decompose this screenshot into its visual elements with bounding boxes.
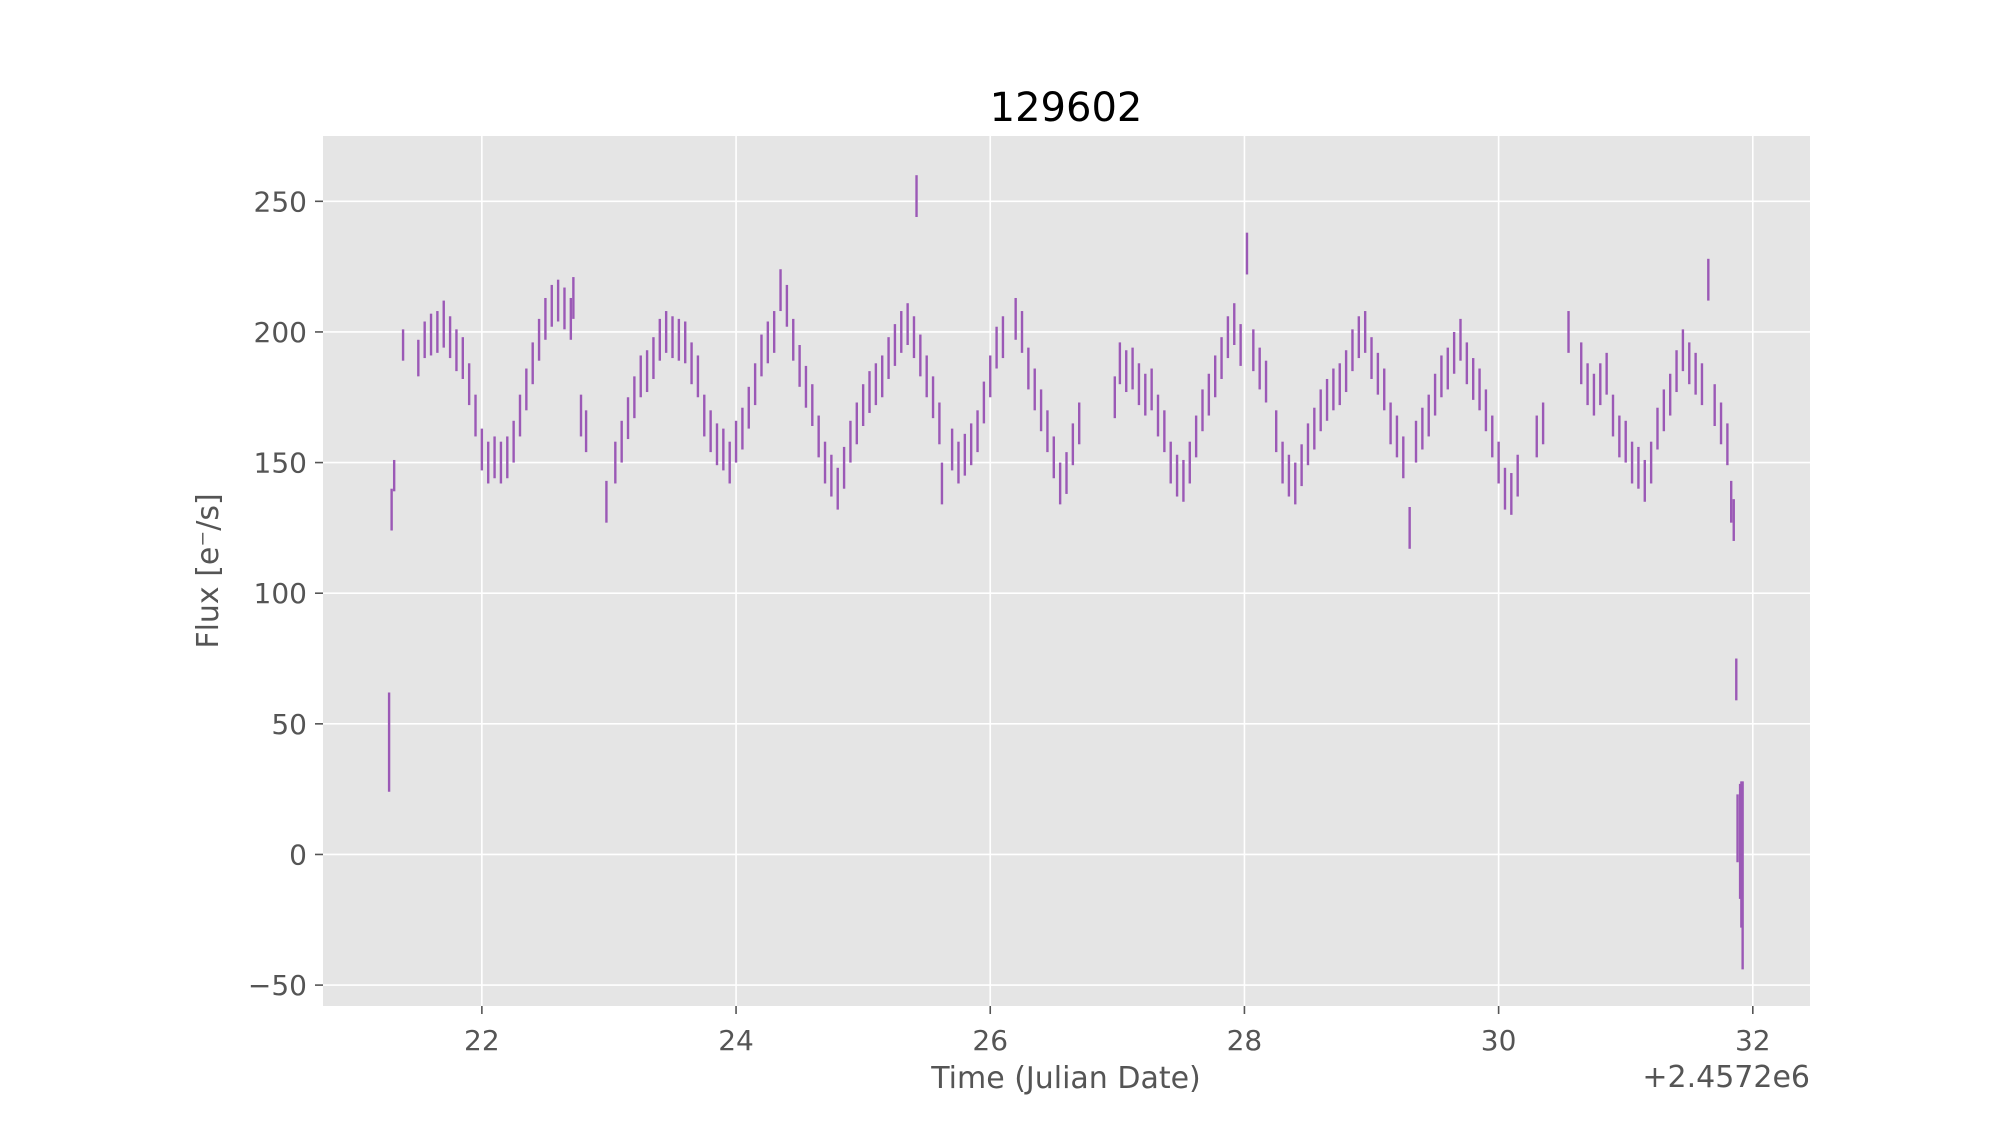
y-tick-label: 100: [254, 577, 307, 610]
y-tick-label: 200: [254, 316, 307, 349]
y-tick-label: 150: [254, 447, 307, 480]
y-tick-label: −50: [248, 969, 307, 1002]
x-tick-label: 32: [1735, 1024, 1771, 1057]
chart-title: 129602: [990, 85, 1143, 131]
x-axis: 22 24 26 28 30 32: [464, 1006, 1771, 1057]
x-offset-label: +2.4572e6: [1642, 1060, 1810, 1095]
x-tick-label: 24: [718, 1024, 754, 1057]
data-series: [387, 175, 1744, 970]
y-axis: −50 0 50 100 150 200 250: [248, 185, 323, 1002]
x-tick-label: 30: [1481, 1024, 1517, 1057]
x-tick-label: 22: [464, 1024, 500, 1057]
y-tick-label: 0: [289, 838, 307, 871]
y-tick-label: 250: [254, 185, 307, 218]
y-axis-label: Flux [e⁻/s]: [191, 493, 226, 648]
x-tick-label: 28: [1227, 1024, 1263, 1057]
x-tick-label: 26: [972, 1024, 1008, 1057]
x-axis-label: Time (Julian Date): [930, 1061, 1201, 1096]
y-tick-label: 50: [271, 708, 307, 741]
plot-area: [323, 136, 1810, 1006]
